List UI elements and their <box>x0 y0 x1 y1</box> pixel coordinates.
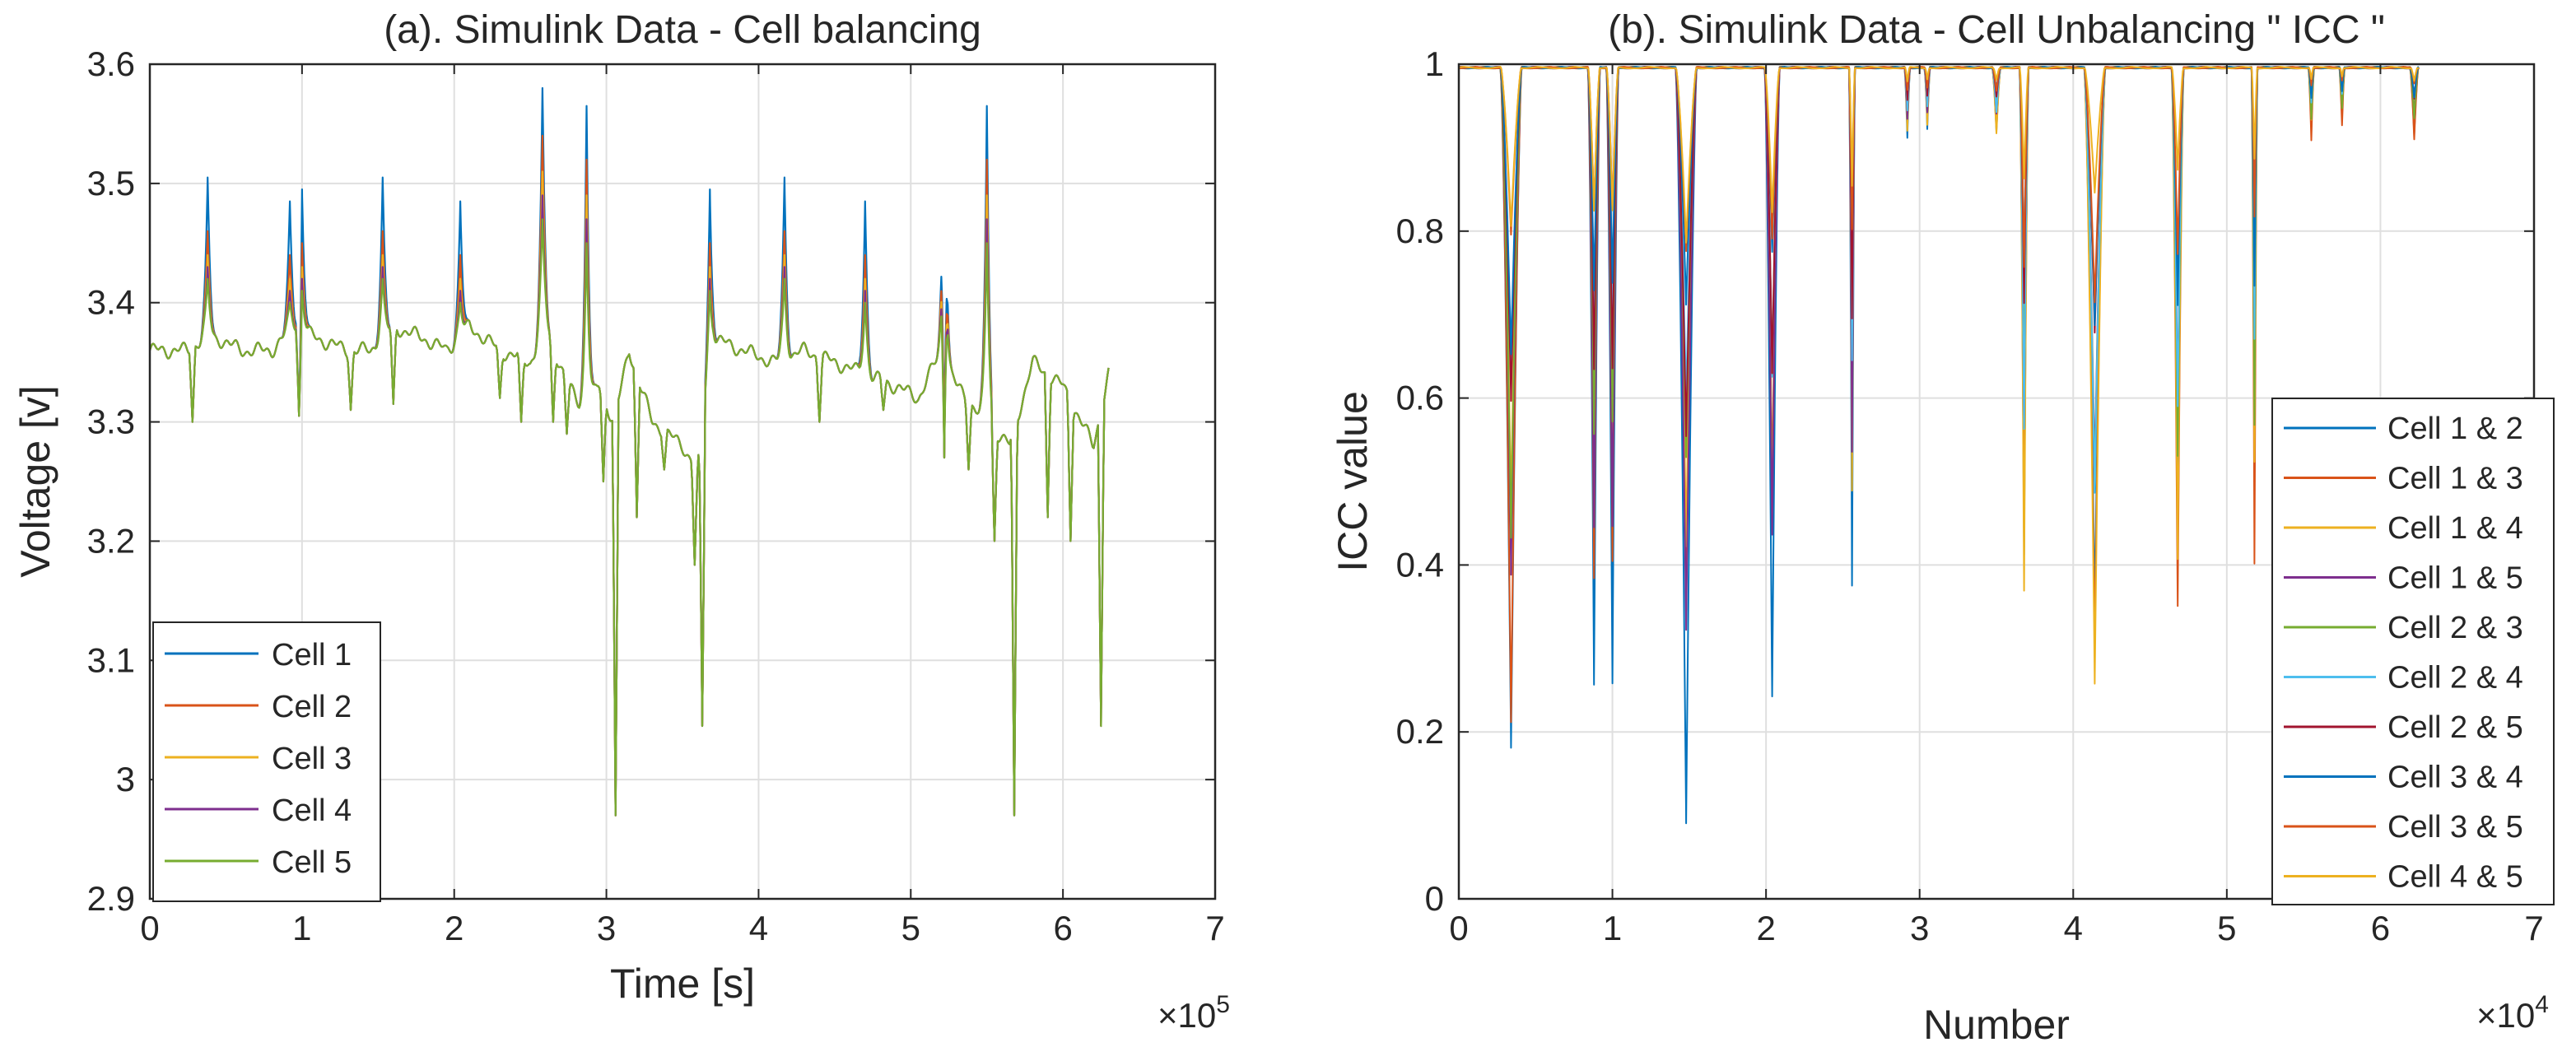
y-tick-label: 0 <box>1425 879 1444 918</box>
x-tick-label: 5 <box>901 909 920 947</box>
y-tick-label: 2.9 <box>87 879 135 918</box>
chart-a-legend: Cell 1 Cell 2 Cell 3 Cell 4 Cell 5 <box>152 621 381 902</box>
y-tick-label: 0.2 <box>1396 712 1444 751</box>
legend-label: Cell 4 <box>272 793 352 828</box>
x-tick-label: 2 <box>445 909 463 947</box>
legend-label: Cell 1 & 3 <box>2387 462 2523 496</box>
x-tick-label: 6 <box>2371 909 2390 947</box>
x-tick-label: 7 <box>2524 909 2543 947</box>
chart-a-x-exponent: ×105 <box>1158 991 1230 1035</box>
legend-label: Cell 2 <box>272 690 352 724</box>
x-tick-label: 1 <box>292 909 311 947</box>
series-line-cell-3-4 <box>1458 66 2420 356</box>
series-line-cell-3-5 <box>1459 66 2420 304</box>
y-tick-label: 3.5 <box>87 164 135 202</box>
chart-b-legend: Cell 1 & 2 Cell 1 & 3 Cell 1 & 4 Cell 1 & 5… <box>2271 398 2555 905</box>
legend-label: Cell 2 & 5 <box>2387 710 2523 745</box>
chart-b-x-axis-label: Number <box>1923 1002 2070 1047</box>
legend-label: Cell 2 & 3 <box>2387 611 2523 645</box>
y-tick-label: 3.6 <box>87 44 135 83</box>
chart-a-axes-frame <box>148 63 1217 900</box>
chart-b-ticks: 0 1 2 3 4 5 6 7 0 0.2 0.4 0.6 0.8 1 <box>1396 44 2544 947</box>
x-tick-label: 3 <box>597 909 616 947</box>
y-tick-label: 0.8 <box>1396 212 1444 250</box>
x-tick-label: 0 <box>140 909 159 947</box>
legend-label: Cell 1 & 5 <box>2387 561 2523 596</box>
legend-label: Cell 1 & 2 <box>2387 412 2523 446</box>
y-tick-label: 1 <box>1425 44 1444 83</box>
y-tick-label: 0.4 <box>1396 545 1444 584</box>
x-tick-label: 0 <box>1449 909 1468 947</box>
legend-box <box>152 621 381 902</box>
y-tick-label: 3.3 <box>87 403 135 441</box>
legend-label: Cell 3 & 5 <box>2387 810 2523 845</box>
x-tick-label: 5 <box>2217 909 2236 947</box>
chart-b-x-exponent: ×104 <box>2476 991 2549 1035</box>
chart-a-x-exponent-base: ×10 <box>1158 996 1216 1035</box>
x-tick-label: 6 <box>1053 909 1072 947</box>
series-line-cell-4-5 <box>1458 66 2420 244</box>
y-tick-label: 0.6 <box>1396 379 1444 417</box>
chart-a-x-axis-label: Time [s] <box>610 961 755 1007</box>
chart-b-y-axis-label: ICC value <box>1330 391 1376 572</box>
chart-a-title: (a). Simulink Data - Cell balancing <box>384 8 981 52</box>
chart-b: (b). Simulink Data - Cell Unbalancing " … <box>1330 8 2555 1047</box>
legend-label: Cell 2 & 4 <box>2387 661 2523 696</box>
chart-b-x-exponent-base: ×10 <box>2476 996 2535 1035</box>
chart-a-ticks: 0 1 2 3 4 5 6 7 2.9 3 3.1 3.2 3.3 3.4 3.5 3.6 <box>87 44 1225 947</box>
chart-b-x-exponent-power: 4 <box>2535 991 2549 1018</box>
legend-label: Cell 3 & 4 <box>2387 761 2523 795</box>
chart-b-plot-area <box>1458 66 2420 825</box>
chart-b-title: (b). Simulink Data - Cell Unbalancing " … <box>1608 8 2385 52</box>
series-line-cell-5 <box>148 218 1110 817</box>
chart-a-plot-area <box>148 86 1110 817</box>
series-line-cell-2-5 <box>1458 66 2420 437</box>
chart-a-x-exponent-power: 5 <box>1216 991 1230 1018</box>
chart-a: (a). Simulink Data - Cell balancing 0 1 2 3… <box>12 8 1230 1035</box>
legend-box <box>2271 398 2555 905</box>
legend-label: Cell 1 <box>272 638 352 672</box>
x-tick-label: 7 <box>1205 909 1224 947</box>
x-tick-label: 2 <box>1756 909 1775 947</box>
x-tick-label: 1 <box>1603 909 1622 947</box>
legend-label: Cell 4 & 5 <box>2387 860 2523 895</box>
y-tick-label: 3.4 <box>87 283 135 322</box>
y-tick-label: 3 <box>116 760 135 798</box>
x-tick-label: 3 <box>1910 909 1929 947</box>
y-tick-label: 3.2 <box>87 521 135 560</box>
x-tick-label: 4 <box>749 909 768 947</box>
chart-a-y-axis-label: Voltage [v] <box>12 385 58 578</box>
legend-label: Cell 5 <box>272 845 352 880</box>
y-tick-label: 3.1 <box>87 640 135 679</box>
x-tick-label: 4 <box>2064 909 2083 947</box>
legend-label: Cell 3 <box>272 742 352 776</box>
legend-label: Cell 1 & 4 <box>2387 511 2523 546</box>
